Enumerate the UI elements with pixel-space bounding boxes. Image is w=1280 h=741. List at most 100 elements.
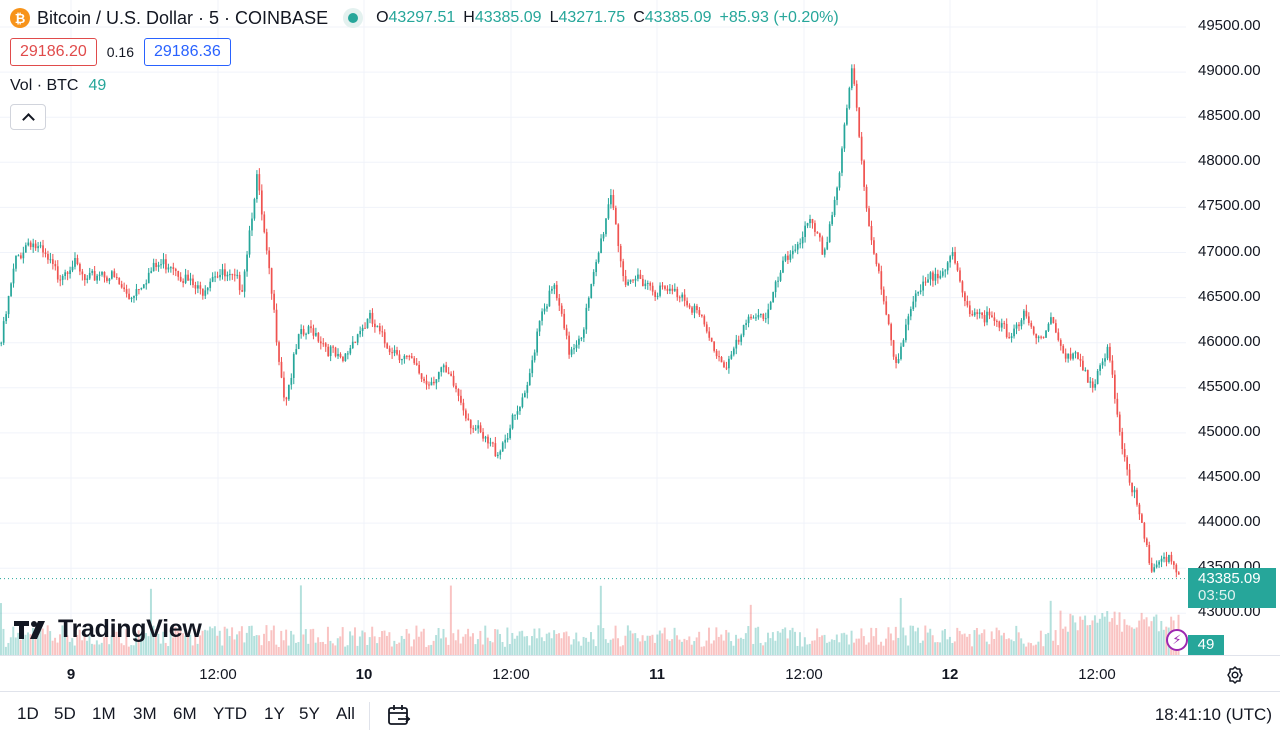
range-button-all[interactable]: All — [336, 704, 355, 723]
candle-body — [1069, 353, 1072, 359]
candle-body — [133, 295, 135, 298]
price-chart[interactable] — [0, 0, 1280, 690]
volume-bar — [118, 628, 120, 655]
sell-button[interactable]: 29186.20 — [10, 38, 97, 66]
volume-bar — [848, 644, 851, 655]
candle-body — [160, 264, 162, 266]
candle-body — [1155, 564, 1158, 568]
candle-body — [639, 274, 642, 279]
range-button-1y[interactable]: 1Y — [264, 704, 285, 723]
volume-bar — [245, 632, 248, 655]
volume-bar — [425, 646, 428, 655]
volume-bar — [1143, 619, 1146, 655]
volume-bar — [1101, 613, 1104, 655]
candle-body — [799, 243, 802, 245]
volume-bar — [110, 635, 113, 655]
close-value: 43385.09 — [644, 9, 712, 26]
volume-bar — [130, 645, 133, 655]
candle-body — [307, 326, 310, 334]
candle-body — [1037, 336, 1040, 339]
volume-bar — [708, 627, 710, 655]
volume-bar — [127, 646, 130, 655]
candle-body — [954, 251, 956, 264]
volume-bar — [317, 637, 320, 655]
range-button-5y[interactable]: 5Y — [299, 704, 320, 723]
volume-bar — [526, 636, 529, 655]
volume-bar — [1047, 632, 1050, 655]
volume-bar — [673, 627, 676, 655]
candle-body — [342, 356, 344, 361]
candle-body — [1089, 381, 1092, 383]
settings-icon[interactable] — [1225, 665, 1245, 685]
candle-body — [1145, 538, 1148, 545]
volume-bar — [68, 641, 71, 655]
volume-bar — [855, 638, 858, 655]
candle-body — [516, 411, 519, 415]
volume-bar — [501, 641, 504, 655]
candle-body — [892, 340, 895, 357]
candle-body — [870, 226, 873, 241]
candle-body — [981, 312, 983, 316]
candle-body — [275, 309, 278, 343]
lightning-icon[interactable]: ⚡ — [1166, 629, 1188, 651]
symbol-legend[interactable]: ₿ Bitcoin / U.S. Dollar · 5 · COINBASE O… — [10, 6, 839, 30]
candle-body — [543, 308, 546, 312]
candle-body — [929, 272, 932, 280]
volume-bar — [275, 644, 278, 655]
volume-bar — [567, 636, 570, 655]
candle-body — [187, 274, 189, 281]
candle-body — [376, 325, 379, 328]
candle-body — [1121, 431, 1124, 449]
range-button-3m[interactable]: 3M — [133, 704, 157, 723]
candle-body — [983, 315, 986, 323]
volume-bar — [732, 645, 735, 655]
utc-clock[interactable]: 18:41:10 (UTC) — [1154, 705, 1272, 724]
volume-bar — [808, 643, 811, 655]
candle-body — [587, 297, 590, 308]
range-button-5d[interactable]: 5D — [54, 704, 76, 723]
candle-body — [410, 356, 413, 359]
volume-bar — [538, 628, 541, 655]
volume-bar — [934, 642, 937, 655]
candle-body — [147, 272, 150, 284]
volume-legend[interactable]: Vol · BTC 49 — [10, 77, 106, 95]
candle-body — [91, 271, 94, 273]
volume-bar — [560, 638, 563, 655]
volume-bar — [361, 630, 364, 655]
calendar-goto-date-icon[interactable] — [386, 703, 412, 729]
candle-body — [49, 259, 52, 261]
volume-bar — [449, 585, 452, 655]
range-button-1d[interactable]: 1D — [17, 704, 39, 723]
buy-button[interactable]: 29186.36 — [143, 38, 231, 66]
tradingview-watermark[interactable]: TradingView — [12, 615, 202, 644]
range-button-1m[interactable]: 1M — [92, 704, 116, 723]
volume-bar — [533, 628, 536, 655]
symbol-title[interactable]: Bitcoin / U.S. Dollar · 5 · COINBASE — [37, 7, 329, 28]
candle-body — [287, 384, 290, 400]
candle-body — [66, 272, 69, 274]
candle-body — [428, 384, 430, 386]
volume-bar — [801, 646, 804, 655]
range-button-ytd[interactable]: YTD — [213, 704, 247, 723]
volume-bar — [671, 639, 674, 655]
volume-bar — [216, 635, 219, 655]
volume-bar — [398, 642, 401, 655]
range-button-6m[interactable]: 6M — [173, 704, 197, 723]
volume-bar — [966, 636, 969, 655]
volume-bar — [464, 634, 467, 655]
volume-bar — [968, 634, 971, 655]
low-value: 43271.75 — [558, 9, 626, 26]
volume-bar — [1066, 631, 1069, 655]
volume-bar — [779, 632, 782, 655]
candle-body — [681, 294, 684, 298]
candle-body — [219, 274, 221, 278]
candle-body — [646, 283, 649, 285]
volume-bar — [376, 643, 379, 655]
volume-bar — [95, 640, 98, 655]
time-axis[interactable]: 9 12:00 10 12:00 11 12:00 12 12:00 — [0, 655, 1280, 692]
volume-bar — [914, 631, 917, 655]
candle-body — [1025, 310, 1028, 317]
volume-bar — [518, 631, 521, 655]
volume-bar — [388, 632, 391, 655]
collapse-legend-button[interactable] — [10, 104, 46, 130]
